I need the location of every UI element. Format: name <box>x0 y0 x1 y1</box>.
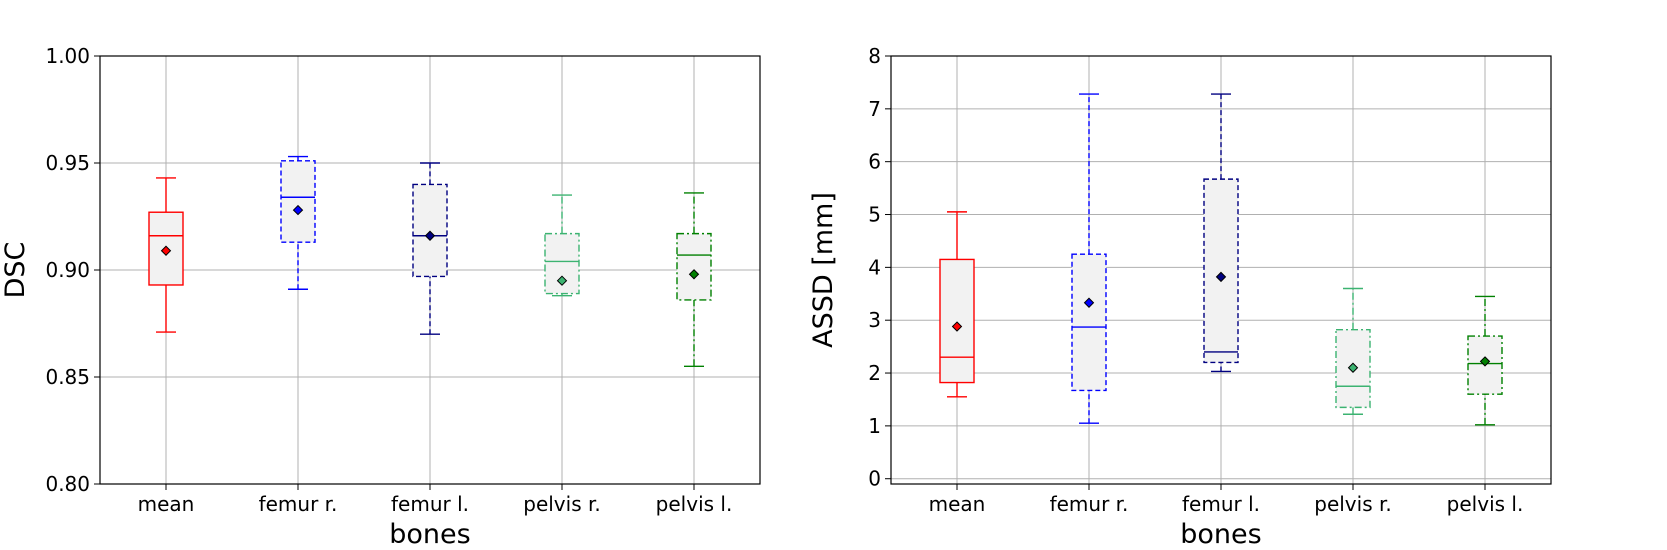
dsc-x-tick-label: femur l. <box>391 492 469 516</box>
dsc-y-tick-label: 0.85 <box>45 365 90 389</box>
assd-x-tick-label: mean <box>929 492 986 516</box>
assd-y-tick-label: 1 <box>868 414 881 438</box>
dsc-x-tick-label: mean <box>138 492 195 516</box>
mean-marker <box>951 321 963 332</box>
assd-box-pelvis-l <box>1467 295 1503 426</box>
assd-box-femur-r <box>1071 93 1107 424</box>
assd-x-tick-label: pelvis r. <box>1314 492 1391 516</box>
dsc-x-ticks: mean femur r. femur l. pelvis r. pelvis l. <box>138 484 733 516</box>
assd-x-ticks: mean femur r. femur l. pelvis r. pelvis l. <box>929 484 1524 516</box>
assd-x-tick-label: pelvis l. <box>1447 492 1524 516</box>
mean-marker <box>1215 271 1227 283</box>
dsc-y-tick-label: 0.95 <box>45 151 90 175</box>
assd-y-tick-label: 0 <box>868 467 881 491</box>
dsc-y-ticks: 0.80 0.85 0.90 0.95 1.00 <box>45 44 100 496</box>
dsc-y-axis-label: DSC <box>0 242 31 299</box>
dsc-box-mean <box>148 177 184 333</box>
assd-y-axis-label: ASSD [mm] <box>808 192 839 348</box>
dsc-box-pelvis-r <box>544 194 580 297</box>
assd-y-tick-label: 4 <box>868 255 881 279</box>
interquartile-box <box>280 160 316 243</box>
dsc-x-tick-label: pelvis l. <box>656 492 733 516</box>
mean-marker <box>424 230 436 241</box>
interquartile-box <box>1203 178 1239 364</box>
assd-y-tick-label: 6 <box>868 150 881 174</box>
assd-x-tick-label: femur r. <box>1050 492 1129 516</box>
interquartile-box <box>939 258 975 384</box>
mean-marker <box>160 245 172 256</box>
assd-y-tick-label: 7 <box>868 97 881 121</box>
dsc-boxplot-panel: 0.80 0.85 0.90 0.95 1.00 mean femur r. femur l… <box>0 44 761 550</box>
assd-box-femur-l <box>1203 93 1239 373</box>
assd-y-ticks: 0 1 2 3 4 5 6 7 8 <box>868 44 891 491</box>
interquartile-box <box>1071 253 1107 392</box>
dsc-box-pelvis-l <box>676 192 712 367</box>
assd-box-mean <box>939 211 975 398</box>
assd-x-tick-label: femur l. <box>1182 492 1260 516</box>
assd-y-tick-label: 2 <box>868 361 881 385</box>
assd-y-tick-label: 8 <box>868 44 881 68</box>
dsc-boxes <box>148 155 712 367</box>
interquartile-box <box>676 232 712 301</box>
dsc-box-femur-r <box>280 155 316 290</box>
dsc-x-tick-label: pelvis r. <box>523 492 600 516</box>
assd-x-axis-label: bones <box>1180 519 1261 550</box>
assd-y-tick-label: 3 <box>868 308 881 332</box>
interquartile-box <box>412 183 448 278</box>
mean-marker <box>292 204 304 216</box>
assd-boxplot-panel: 0 1 2 3 4 5 6 7 8 mean femur r. femur l. pelvis r. p… <box>808 44 1552 550</box>
mean-marker <box>556 275 568 286</box>
dsc-x-tick-label: femur r. <box>259 492 338 516</box>
dsc-box-femur-l <box>412 162 448 335</box>
dsc-y-tick-label: 1.00 <box>45 44 90 68</box>
mean-marker <box>1347 362 1359 373</box>
mean-marker <box>688 269 700 280</box>
mean-marker <box>1083 297 1095 308</box>
dsc-x-axis-label: bones <box>389 519 470 550</box>
assd-y-tick-label: 5 <box>868 203 881 227</box>
assd-box-pelvis-r <box>1335 287 1371 415</box>
dsc-y-tick-label: 0.90 <box>45 258 90 282</box>
dsc-y-tick-label: 0.80 <box>45 472 90 496</box>
assd-boxes <box>939 93 1503 426</box>
mean-marker <box>1479 356 1491 367</box>
